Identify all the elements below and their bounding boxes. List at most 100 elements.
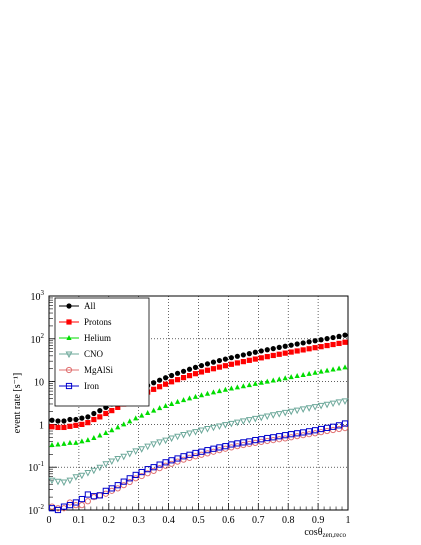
legend-marker-helium [66,335,72,340]
data-point-protons [288,349,294,355]
data-point-iron [240,439,247,446]
x-tick-label: 0.3 [132,515,145,526]
data-point-mgalsi [168,460,175,467]
data-point-all [61,418,67,424]
x-tick-label: 0.2 [103,515,116,526]
data-point-cno [66,477,74,485]
data-point-mgalsi [317,429,325,436]
data-point-all [306,339,312,345]
data-point-iron [300,429,307,436]
data-point-protons [294,348,300,354]
data-point-helium [336,365,342,371]
data-point-cno [72,474,80,481]
data-point-protons [276,351,282,357]
data-point-helium [204,390,211,396]
data-point-iron [312,427,319,434]
data-point-all [288,342,294,348]
data-point-protons [252,356,258,362]
data-point-mgalsi [341,424,349,432]
data-point-helium [330,366,336,372]
data-point-iron [48,505,56,512]
data-point-cno [251,415,259,423]
data-point-cno [227,420,235,428]
data-point-cno [180,432,187,439]
data-point-iron [78,495,85,503]
data-point-all [330,334,336,341]
data-point-all [264,347,270,353]
data-point-cno [48,477,56,485]
data-point-helium [282,375,288,381]
y-tick-label: 102 [31,332,45,346]
data-point-helium [246,382,252,388]
data-point-cno [132,448,140,456]
data-point-cno [90,467,98,475]
data-point-cno [263,413,271,421]
data-point-all [282,343,288,349]
data-point-all [294,341,300,347]
data-point-cno [329,400,337,408]
data-point-helium [145,409,151,415]
data-point-iron [174,455,181,462]
data-point-protons [318,344,324,350]
data-point-protons [67,423,73,429]
data-point-all [246,351,252,357]
data-point-cno [299,406,307,414]
data-point-all [55,418,61,424]
x-tick-label: 0.5 [192,515,205,526]
data-point-all [151,380,157,386]
data-point-iron [150,464,157,471]
data-point-mgalsi [192,453,199,460]
data-point-iron [144,466,151,473]
data-point-cno [108,458,116,466]
legend-label-protons: Protons [84,317,112,327]
data-point-cno [323,401,331,409]
data-point-iron [120,478,127,485]
data-point-iron [204,447,211,454]
data-point-all [198,362,205,369]
data-point-all [73,416,79,423]
data-point-protons [204,367,211,373]
data-point-helium [240,383,246,389]
data-point-helium [252,380,258,386]
data-point-protons [306,346,312,352]
data-point-protons [97,414,103,420]
data-point-helium [342,364,348,370]
data-point-iron [276,433,283,440]
data-point-helium [288,374,294,380]
data-point-all [336,333,342,339]
data-point-helium [55,441,61,447]
data-point-protons [198,369,205,375]
data-point-protons [79,421,85,427]
data-point-protons [151,386,157,392]
data-point-cno [335,399,343,407]
legend-marker-cno [65,351,73,359]
y-tick-base: 10 [31,335,41,346]
data-point-protons [264,354,270,360]
data-point-mgalsi [204,450,211,457]
data-point-protons [282,350,288,356]
data-point-cno [102,461,110,468]
y-tick-exponent: 3 [41,289,45,297]
x-tick-label: 1 [346,515,351,526]
data-point-helium [67,439,73,445]
data-point-helium [192,393,199,399]
x-tick-label: 0.4 [162,515,175,526]
y-tick-exponent: -1 [38,460,44,468]
x-tick-label: 0.7 [252,515,265,526]
data-point-helium [234,384,240,390]
data-point-protons [222,363,229,369]
y-tick-exponent: -2 [38,503,44,511]
data-point-mgalsi [114,485,121,492]
data-point-cno [216,423,223,431]
data-point-iron [192,449,199,457]
y-tick-base: 10 [28,506,38,517]
data-point-iron [198,448,205,455]
data-point-helium [312,369,318,375]
x-tick-label: 0.1 [73,515,86,526]
data-point-protons [342,339,348,345]
data-point-helium [97,432,103,438]
data-point-protons [174,377,181,383]
data-point-iron [96,492,103,499]
data-point-iron [329,423,337,430]
